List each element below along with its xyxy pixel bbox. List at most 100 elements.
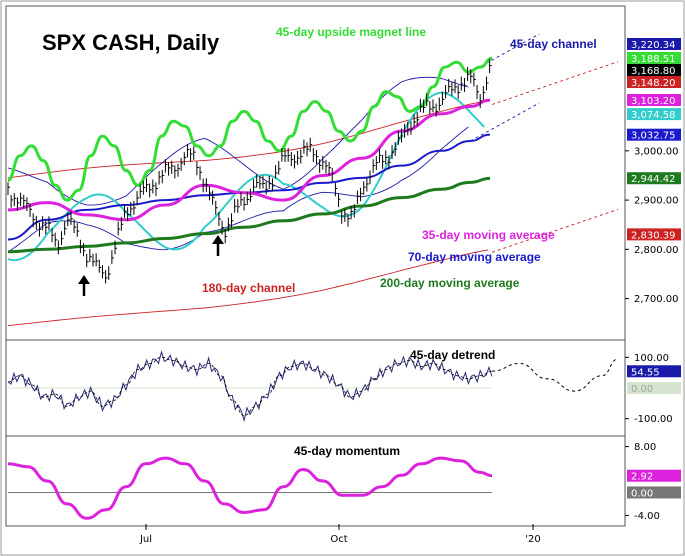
price-bar (306, 142, 310, 157)
price-bar (400, 128, 404, 143)
price-bar (83, 242, 86, 257)
price-bar (168, 162, 171, 176)
price-bar (312, 148, 316, 163)
price-bar (48, 216, 51, 231)
price-bar (86, 253, 89, 268)
value-tag-label: 3,103.20 (631, 96, 676, 107)
chart-title: SPX CASH, Daily (42, 30, 220, 55)
price-bar (253, 179, 256, 193)
price-bar (278, 161, 281, 175)
price-bar (227, 217, 231, 232)
price-bar (171, 160, 174, 174)
price-bar (476, 84, 480, 99)
x-tick-label: Jul (139, 534, 152, 545)
price-bar (221, 220, 225, 235)
price-bar (180, 157, 184, 171)
price-bar (454, 79, 458, 94)
price-bar (161, 169, 165, 184)
price-bar (111, 250, 114, 264)
price-bar (139, 184, 143, 199)
value-tag-bg (627, 94, 681, 107)
price-bar (174, 165, 177, 179)
value-tag-bg (627, 108, 681, 121)
price-bar (338, 193, 341, 208)
price-bar (114, 240, 118, 255)
detrend-label: 45-day detrend (410, 348, 495, 362)
price-bar (382, 154, 385, 169)
price-bar (196, 161, 199, 176)
price-bar (309, 137, 313, 152)
price-bar (319, 159, 322, 173)
price-bar (190, 148, 193, 162)
price-value-tag: 2,830.39 (627, 228, 681, 241)
value-tag-label: 3,188.51 (631, 54, 676, 65)
value-tag-bg (627, 128, 681, 141)
price-bar (356, 190, 360, 204)
price-bar (366, 177, 369, 192)
detrend-panel (7, 350, 619, 423)
channel-45-lower (7, 126, 469, 253)
price-bar (208, 186, 212, 201)
price-value-tag: 3,188.51 (627, 51, 681, 65)
price-bar (271, 178, 275, 192)
price-bar (117, 221, 121, 236)
price-bar (243, 196, 247, 211)
price-bar (297, 150, 300, 165)
price-bar (360, 187, 363, 202)
price-bar (363, 181, 366, 195)
price-bar (92, 253, 95, 267)
ma200-line (7, 176, 491, 254)
price-bar (10, 194, 14, 208)
price-bar (35, 215, 39, 230)
price-bar (202, 178, 206, 193)
price-bar (237, 199, 240, 213)
value-tag-bg (627, 382, 681, 394)
ma35-line (7, 98, 491, 222)
price-bar (205, 178, 209, 193)
price-bar (300, 149, 303, 164)
value-tag-label: 2.92 (631, 472, 653, 483)
ma200-label: 200-day moving average (380, 276, 520, 290)
price-bar (98, 259, 102, 273)
channel180-label: 180-day channel (202, 281, 295, 295)
price-bar (331, 167, 335, 182)
price-bar (375, 156, 379, 171)
price-bar (489, 59, 492, 74)
value-tag-bg (627, 469, 681, 482)
price-bar (32, 213, 36, 228)
price-bar (268, 175, 272, 189)
price-bar (419, 98, 423, 113)
price-bar (127, 207, 130, 222)
price-bar (67, 212, 70, 227)
price-bar (130, 201, 133, 216)
price-bar (57, 240, 61, 255)
price-bar (70, 211, 73, 225)
price-value-tag: 2,944.42 (627, 172, 681, 185)
price-value-tag: 3,220.34 (627, 38, 681, 51)
price-bar (26, 197, 29, 212)
price-bar (413, 114, 417, 128)
value-tag-label: 2,830.39 (631, 230, 676, 241)
value-tag-label: 3,220.34 (631, 40, 676, 51)
price-bar (38, 222, 42, 237)
y-tick-label: 2,800.00 (634, 245, 679, 256)
price-bar (378, 148, 382, 163)
price-bar (350, 206, 354, 220)
up-arrow-icon (78, 275, 90, 296)
price-bar (435, 103, 439, 117)
channel-45-lower-projection (470, 102, 540, 142)
detrend-projection (491, 358, 619, 392)
value-tag-label: 3,148.20 (631, 78, 676, 89)
y-tick-label: 3,000.00 (634, 146, 679, 157)
price-bar (316, 150, 319, 165)
price-bar (45, 220, 48, 235)
channel-180-lower (7, 249, 489, 327)
price-bar (473, 72, 476, 87)
price-bar (240, 192, 243, 206)
y-tick-label: 100.00 (634, 353, 669, 364)
price-bar (123, 203, 127, 218)
price-bar (404, 123, 407, 138)
value-tag-label: 54.55 (631, 367, 660, 378)
